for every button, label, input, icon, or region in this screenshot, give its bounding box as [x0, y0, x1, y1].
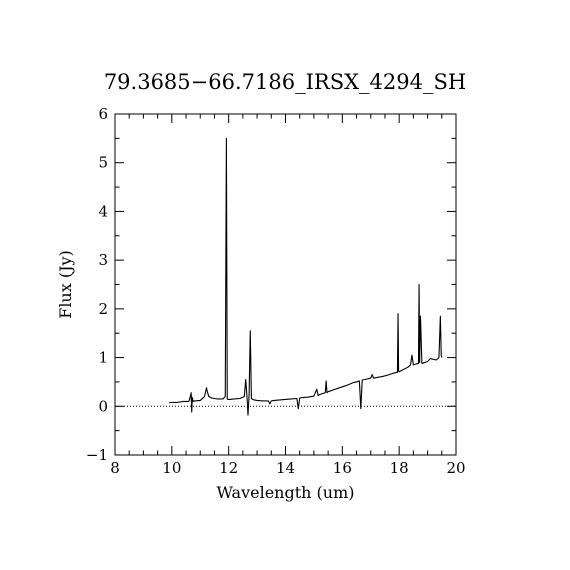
x-tick-label: 20 — [446, 459, 465, 477]
y-tick-label: 0 — [98, 397, 108, 415]
chart-title: 79.3685−66.7186_IRSX_4294_SH — [104, 70, 466, 94]
y-tick-label: 4 — [98, 202, 108, 220]
x-axis-label: Wavelength (um) — [216, 483, 354, 502]
x-tick-label: 10 — [162, 459, 181, 477]
y-axis-label: Flux (Jy) — [56, 250, 75, 319]
y-tick-label: −1 — [86, 446, 108, 464]
y-tick-label: 3 — [98, 251, 108, 269]
x-tick-label: 18 — [390, 459, 409, 477]
spectrum-line-0 — [168, 137, 443, 416]
y-tick-label: 6 — [98, 105, 108, 123]
plot-frame — [114, 113, 457, 456]
x-tick-label: 12 — [219, 459, 238, 477]
x-tick-label: 8 — [110, 459, 120, 477]
x-tick-label: 14 — [276, 459, 295, 477]
y-tick-label: 2 — [98, 300, 108, 318]
x-tick-label: 16 — [333, 459, 352, 477]
series-layer — [168, 137, 443, 416]
y-tick-label: 5 — [98, 154, 108, 172]
y-tick-label: 1 — [98, 349, 108, 367]
